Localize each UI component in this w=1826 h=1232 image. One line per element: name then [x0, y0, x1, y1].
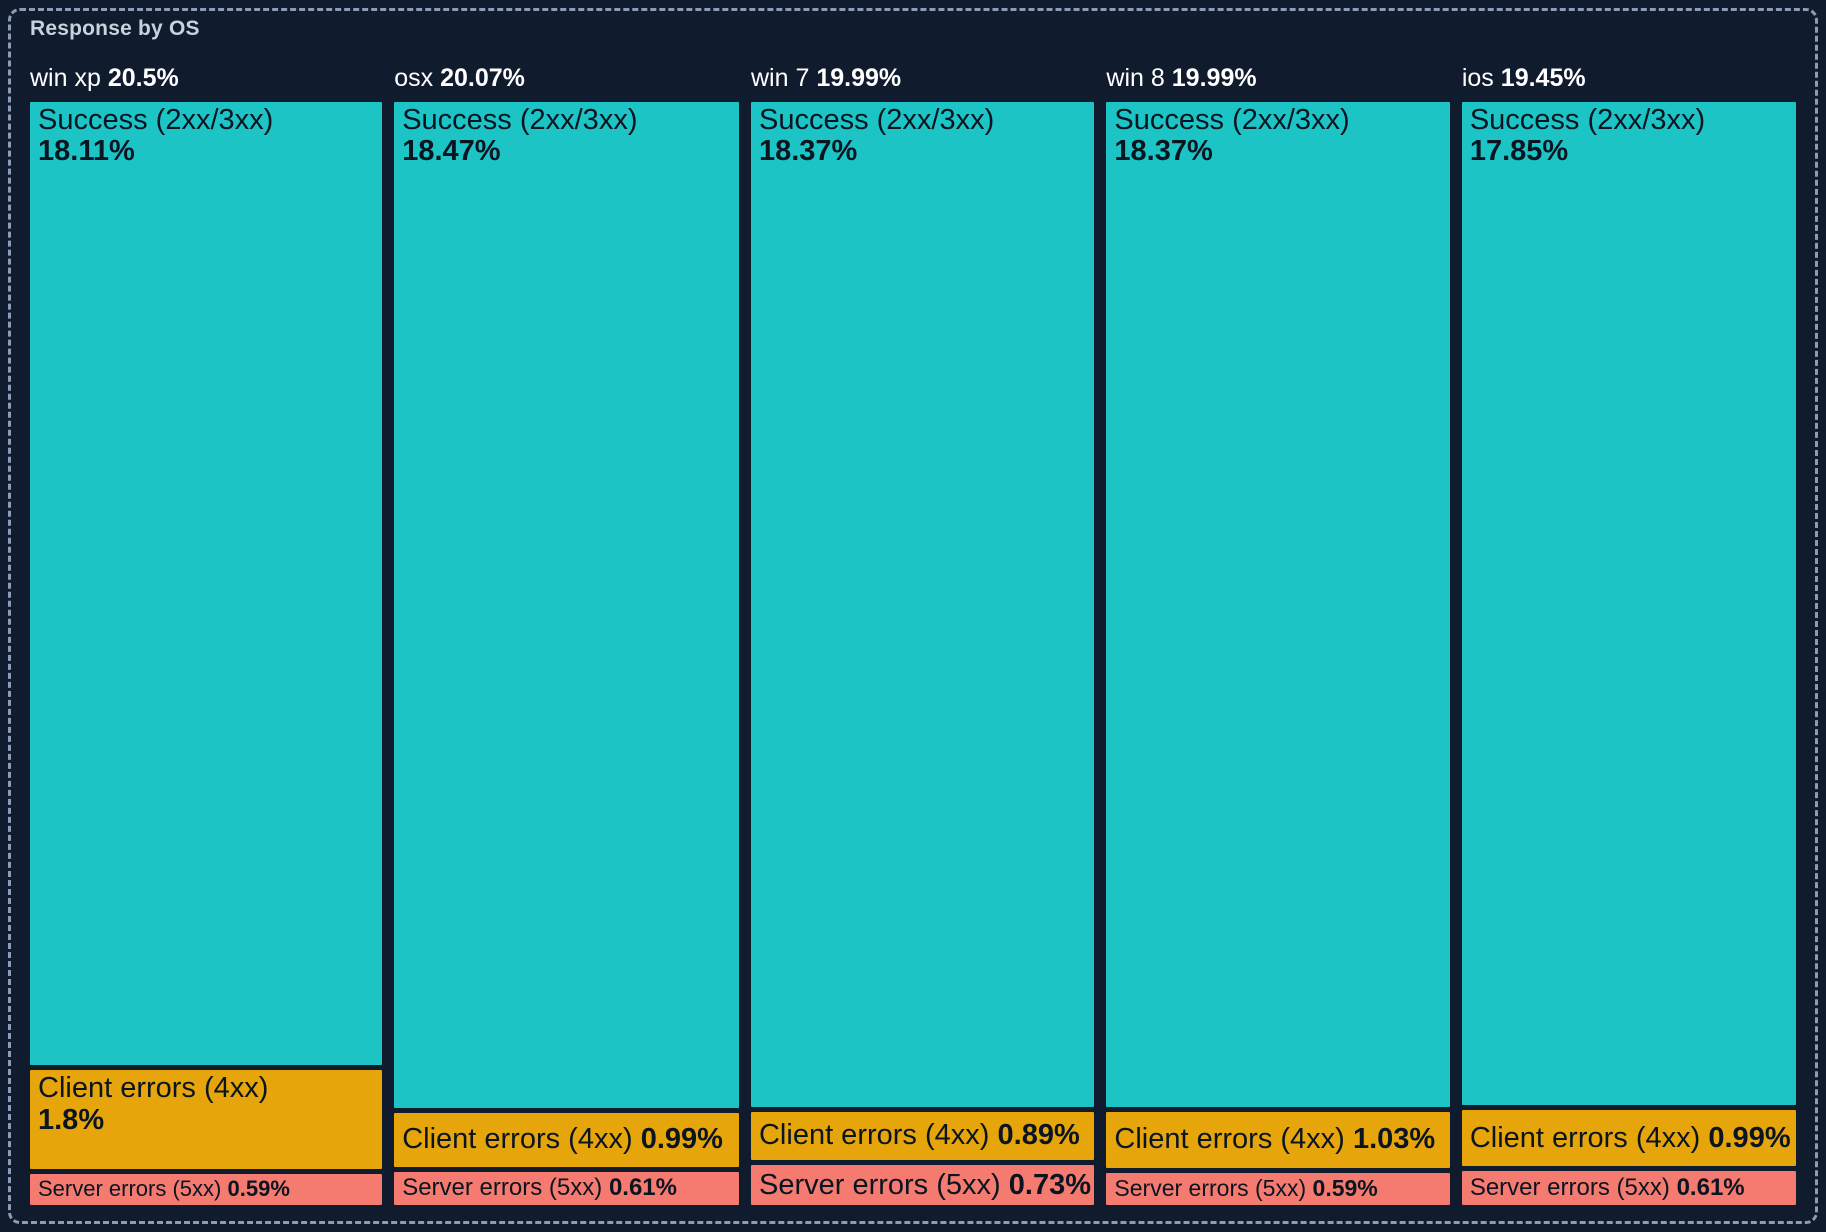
- column-header-win-8[interactable]: win 8 19.99%: [1106, 64, 1449, 102]
- segment-client-errors[interactable]: Client errors (4xx) 0.89%: [750, 1111, 1095, 1161]
- os-total-value: 20.07%: [440, 64, 525, 92]
- treemap-column-win-xp: win xp 20.5% Success (2xx/3xx) 18.11% Cl…: [30, 64, 383, 1205]
- segment-label: Client errors (4xx): [38, 1072, 269, 1105]
- treemap-column-win-8: win 8 19.99% Success (2xx/3xx) 18.37% Cl…: [1106, 64, 1450, 1205]
- segment-value: 1.03%: [1352, 1123, 1436, 1156]
- segment-server-errors[interactable]: Server errors (5xx) 0.73%: [750, 1165, 1095, 1206]
- segment-value: 0.59%: [227, 1176, 290, 1202]
- column-header-ios[interactable]: ios 19.45%: [1462, 64, 1796, 102]
- segment-value: 0.99%: [1708, 1121, 1791, 1154]
- response-by-os-treemap: win xp 20.5% Success (2xx/3xx) 18.11% Cl…: [30, 64, 1796, 1206]
- segment-value: 17.85%: [1469, 135, 1569, 168]
- os-name-label: win 8: [1106, 64, 1165, 92]
- segment-label: Client errors (4xx): [402, 1123, 633, 1156]
- segment-value: 1.8%: [38, 1103, 105, 1136]
- column-segments: Success (2xx/3xx) 17.85% Client errors (…: [1461, 102, 1796, 1205]
- column-header-win-xp[interactable]: win xp 20.5%: [30, 64, 382, 102]
- segment-value: 18.37%: [758, 135, 858, 168]
- os-name-label: osx: [394, 64, 434, 92]
- os-total-value: 20.5%: [107, 64, 179, 92]
- segment-value: 18.47%: [402, 135, 501, 168]
- treemap-column-win-7: win 7 19.99% Success (2xx/3xx) 18.37% Cl…: [750, 64, 1095, 1206]
- column-header-win-7[interactable]: win 7 19.99%: [751, 64, 1094, 102]
- segment-label: Server errors (5xx): [38, 1176, 222, 1202]
- treemap-column-osx: osx 20.07% Success (2xx/3xx) 18.47% Clie…: [394, 64, 739, 1205]
- segment-server-errors[interactable]: Server errors (5xx) 0.61%: [394, 1171, 739, 1205]
- segment-server-errors[interactable]: Server errors (5xx) 0.59%: [30, 1173, 383, 1205]
- segment-client-errors[interactable]: Client errors (4xx) 1.03%: [1106, 1111, 1450, 1168]
- segment-server-errors[interactable]: Server errors (5xx) 0.59%: [1106, 1172, 1450, 1205]
- column-segments: Success (2xx/3xx) 18.37% Client errors (…: [1106, 102, 1450, 1205]
- segment-label: Success (2xx/3xx): [1114, 104, 1350, 136]
- segment-label: Server errors (5xx): [402, 1174, 603, 1202]
- segment-value: 0.61%: [1676, 1173, 1745, 1201]
- segment-label: Client errors (4xx): [1114, 1123, 1345, 1156]
- segment-success[interactable]: Success (2xx/3xx) 18.47%: [394, 102, 739, 1109]
- segment-label: Success (2xx/3xx): [38, 104, 274, 136]
- segment-label: Success (2xx/3xx): [758, 104, 995, 136]
- segment-value: 0.73%: [1008, 1168, 1092, 1201]
- segment-label: Server errors (5xx): [758, 1168, 1001, 1201]
- segment-label: Server errors (5xx): [1469, 1173, 1670, 1201]
- segment-value: 0.99%: [640, 1123, 723, 1156]
- segment-label: Success (2xx/3xx): [1469, 104, 1706, 136]
- segment-success[interactable]: Success (2xx/3xx) 18.37%: [1106, 102, 1450, 1107]
- os-total-value: 19.99%: [816, 64, 902, 92]
- segment-client-errors[interactable]: Client errors (4xx) 0.99%: [1461, 1110, 1796, 1166]
- segment-client-errors[interactable]: Client errors (4xx) 1.8%: [30, 1070, 383, 1169]
- column-header-osx[interactable]: osx 20.07%: [394, 64, 739, 102]
- segment-success[interactable]: Success (2xx/3xx) 18.11%: [30, 102, 383, 1066]
- segment-server-errors[interactable]: Server errors (5xx) 0.61%: [1461, 1170, 1796, 1205]
- column-segments: Success (2xx/3xx) 18.47% Client errors (…: [394, 102, 739, 1205]
- segment-value: 0.61%: [608, 1174, 677, 1202]
- segment-value: 18.11%: [38, 135, 135, 168]
- os-name-label: ios: [1461, 64, 1494, 92]
- segment-label: Server errors (5xx): [1114, 1175, 1307, 1202]
- os-total-value: 19.45%: [1500, 64, 1586, 92]
- os-total-value: 19.99%: [1171, 64, 1257, 92]
- segment-label: Client errors (4xx): [758, 1119, 990, 1152]
- column-segments: Success (2xx/3xx) 18.37% Client errors (…: [750, 102, 1095, 1206]
- os-name-label: win 7: [750, 64, 810, 92]
- segment-label: Success (2xx/3xx): [402, 104, 638, 136]
- panel-title: Response by OS: [30, 17, 200, 40]
- segment-label: Client errors (4xx): [1469, 1121, 1701, 1154]
- column-segments: Success (2xx/3xx) 18.11% Client errors (…: [30, 102, 383, 1205]
- segment-success[interactable]: Success (2xx/3xx) 18.37%: [750, 102, 1095, 1107]
- os-name-label: win xp: [30, 64, 101, 92]
- segment-value: 0.89%: [997, 1119, 1080, 1152]
- segment-value: 18.37%: [1114, 135, 1213, 168]
- segment-client-errors[interactable]: Client errors (4xx) 0.99%: [394, 1113, 739, 1167]
- segment-value: 0.59%: [1312, 1175, 1378, 1202]
- treemap-column-ios: ios 19.45% Success (2xx/3xx) 17.85% Clie…: [1461, 64, 1796, 1205]
- segment-success[interactable]: Success (2xx/3xx) 17.85%: [1461, 102, 1796, 1106]
